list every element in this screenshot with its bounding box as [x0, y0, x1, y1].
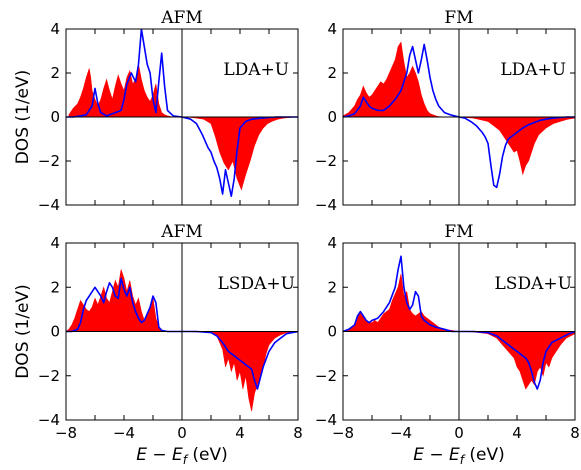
dos-line-series-1 — [66, 29, 298, 197]
panel-afm-lda: −4 −2 0 2 4 AFM LDA+U DOS (1/eV) — [13, 8, 299, 214]
panel-title: AFM — [160, 222, 202, 242]
y-tick-label: 4 — [50, 20, 60, 38]
y-tick-label: 4 — [327, 234, 337, 252]
y-tick-label: 0 — [327, 108, 337, 126]
dos-fill-series-0 — [343, 41, 575, 176]
dos-line-series-1 — [343, 255, 575, 390]
method-label: LDA+U — [223, 60, 289, 80]
panel-title: FM — [444, 222, 473, 242]
method-label: LDA+U — [500, 60, 566, 80]
x-tick-label: 4 — [235, 424, 245, 442]
y-tick-label: −4 — [38, 196, 60, 214]
y-tick-label: −2 — [38, 367, 60, 385]
plot-area — [66, 269, 298, 412]
y-tick-label: 2 — [50, 64, 60, 82]
y-tick-label: 2 — [327, 64, 337, 82]
x-tick-label: 4 — [512, 424, 522, 442]
x-axis-label: E − Ef (eV) — [136, 445, 228, 467]
x-axis-label: E − Ef (eV) — [413, 445, 505, 467]
x-tick-label: −8 — [332, 424, 354, 442]
plot-area — [343, 41, 575, 189]
method-label: LSDA+U — [495, 274, 572, 294]
y-tick-label: 0 — [327, 323, 337, 341]
dos-line-series-1 — [66, 277, 298, 390]
dos-fill-series-0 — [66, 269, 298, 412]
y-tick-label: 0 — [50, 108, 60, 126]
x-tick-label: 8 — [570, 424, 580, 442]
y-tick-label: −2 — [315, 152, 337, 170]
y-tick-label: −4 — [315, 411, 337, 429]
method-label: LSDA+U — [218, 274, 295, 294]
y-axis-label: DOS (1/eV) — [13, 70, 33, 165]
x-tick-label: 8 — [293, 424, 303, 442]
x-tick-label: 0 — [454, 424, 464, 442]
y-tick-label: 2 — [50, 278, 60, 296]
y-tick-label: −4 — [315, 196, 337, 214]
x-tick-label: −4 — [390, 424, 412, 442]
y-tick-label: −2 — [38, 152, 60, 170]
x-tick-label: −8 — [55, 424, 77, 442]
plot-area — [66, 29, 298, 197]
x-tick-label: 0 — [177, 424, 187, 442]
y-tick-label: 4 — [327, 20, 337, 38]
y-tick-label: −4 — [38, 411, 60, 429]
x-tick-label: −4 — [113, 424, 135, 442]
y-tick-label: 0 — [50, 323, 60, 341]
panel-title: AFM — [160, 8, 202, 28]
panel-fm-lda: −4 −2 0 2 4 FM LDA+U — [315, 8, 576, 214]
y-tick-label: −2 — [315, 367, 337, 385]
y-axis-label: DOS (1/eV) — [13, 284, 33, 379]
dos-line-series-1 — [343, 43, 575, 189]
y-tick-label: 4 — [50, 234, 60, 252]
panel-title: FM — [444, 8, 473, 28]
y-tick-label: 2 — [327, 278, 337, 296]
